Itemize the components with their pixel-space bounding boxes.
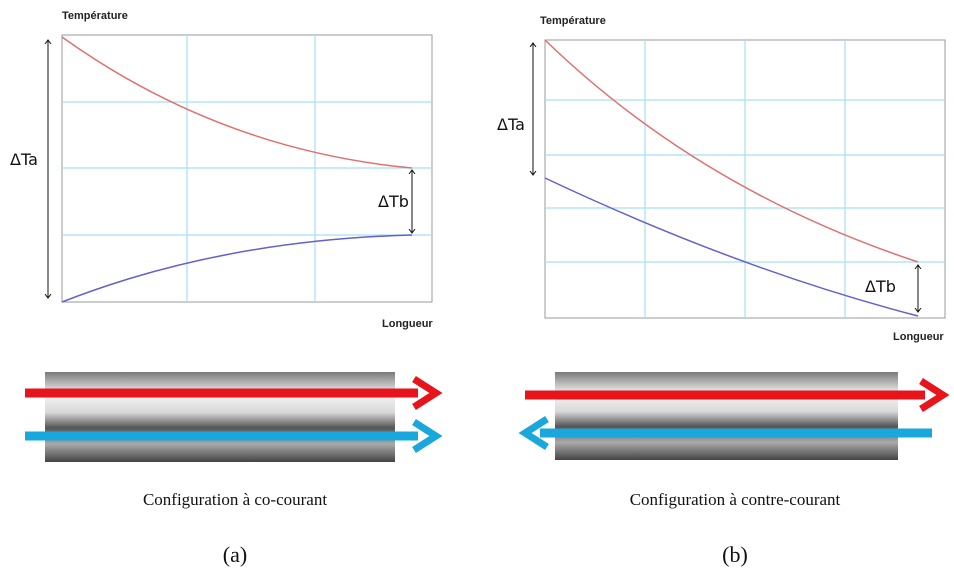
grid	[62, 35, 432, 302]
hot-flow-head	[919, 378, 950, 412]
delta-label: ΔTa	[10, 150, 38, 169]
delta-label: ΔTa	[497, 115, 525, 134]
delta-label: ΔTb	[865, 277, 896, 296]
delta-label: ΔTb	[378, 192, 409, 211]
cold-flow-head	[518, 416, 549, 450]
hot-curve	[544, 39, 919, 263]
x-axis-label: Longueur	[382, 318, 433, 330]
caption: Configuration à contre-courant	[630, 490, 841, 509]
x-axis-label: Longueur	[893, 331, 944, 343]
caption: Configuration à co-courant	[143, 490, 327, 509]
hot-flow-head	[412, 376, 443, 410]
y-axis-label: Température	[62, 10, 128, 22]
panel-a: Température Longueur ΔTa ΔTb Configurati…	[10, 10, 443, 567]
cold-flow-head	[412, 419, 443, 453]
pipe	[45, 372, 395, 462]
cold-curve	[544, 177, 919, 317]
panel-tag: (b)	[722, 542, 748, 567]
cold-curve	[61, 234, 413, 303]
panel-b: Température Longueur ΔTa ΔTb Configurati…	[497, 15, 950, 567]
hot-curve	[61, 36, 413, 169]
y-axis-label: Température	[540, 15, 606, 27]
panel-tag: (a)	[223, 542, 247, 567]
pipe	[555, 372, 898, 460]
